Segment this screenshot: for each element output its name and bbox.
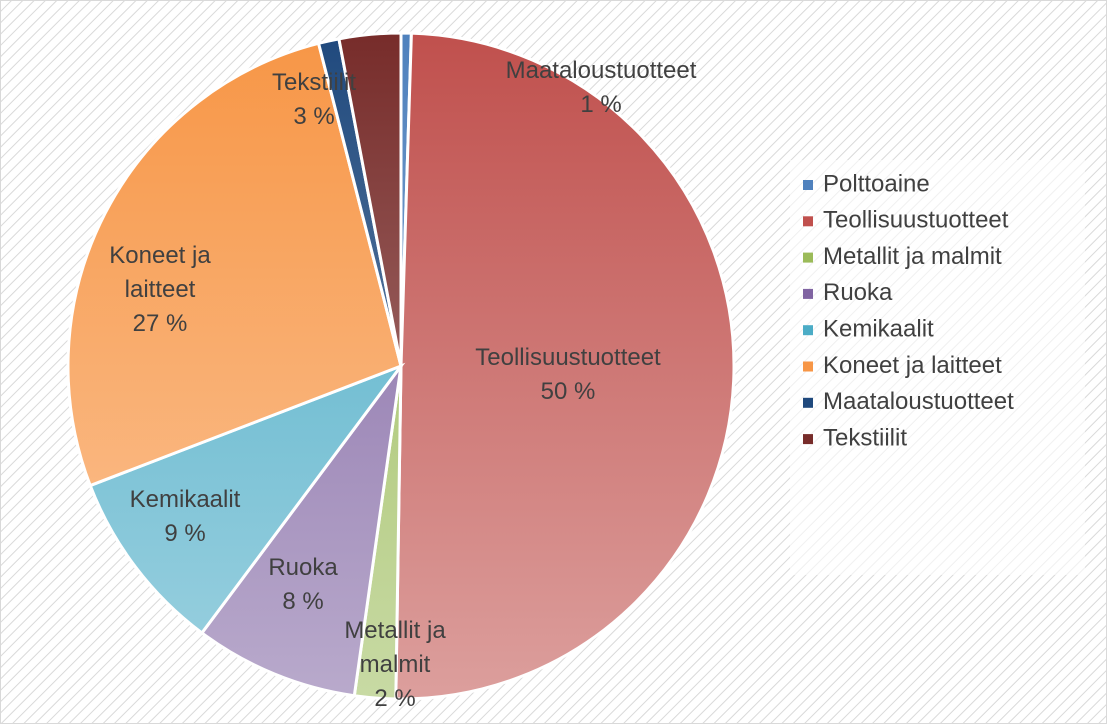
data-label-text: Tekstiilit (271, 69, 357, 96)
data-label: Teollisuustuotteet 50 % (475, 341, 660, 409)
legend-label: Ruoka (823, 279, 893, 306)
data-label-text: Ruoka (268, 554, 338, 581)
data-label-text: Maataloustuotteet (505, 57, 697, 84)
legend-swatch (803, 180, 813, 190)
data-label-text: 8 % (282, 588, 324, 615)
legend-swatch (803, 434, 813, 445)
data-label-text: Koneet ja laitteet (109, 242, 211, 303)
legend-label: Koneet ja laitteet (823, 352, 1002, 379)
legend-label: Tekstiilit (823, 424, 907, 451)
pie-slice (199, 365, 403, 698)
legend-swatch (803, 397, 813, 408)
legend-swatch (803, 325, 813, 336)
legend-swatch (803, 216, 813, 227)
data-label: Koneet ja laitteet 27 % (85, 239, 235, 341)
data-label: Ruoka 8 % (268, 551, 337, 619)
data-label-text: 27 % (132, 310, 188, 337)
legend-swatch (803, 288, 813, 299)
data-label-text: Kemikaalit (129, 486, 241, 513)
legend-label: Metallit ja malmit (823, 243, 1002, 270)
data-label: Metallit ja malmit 2 % (320, 614, 470, 716)
legend-label: Teollisuustuotteet (823, 207, 1009, 234)
legend-swatch (803, 252, 813, 263)
pie-slice (337, 31, 403, 367)
legend-swatch (803, 361, 813, 372)
data-label-text: 2 % (374, 685, 416, 712)
legend-box (790, 160, 1085, 575)
data-label-text: 1 % (580, 91, 622, 118)
data-label-text: Teollisuustuotteet (475, 344, 661, 371)
pie-slice (66, 41, 403, 488)
legend-label: Maataloustuotteet (823, 388, 1014, 415)
data-label-text: Metallit ja malmit (344, 617, 446, 678)
pie-slice (394, 31, 736, 701)
legend-label: Kemikaalit (823, 316, 934, 343)
legend-label: Polttoaine (823, 170, 930, 197)
data-label: Kemikaalit 9 % (130, 483, 241, 551)
data-label-text: 50 % (540, 378, 596, 405)
data-label-text: 9 % (164, 520, 206, 547)
data-label: Tekstiilit 3 % (272, 66, 356, 134)
data-label-text: 3 % (293, 103, 335, 130)
pie-slice (88, 362, 406, 636)
data-label: Maataloustuotteet 1 % (506, 54, 697, 122)
